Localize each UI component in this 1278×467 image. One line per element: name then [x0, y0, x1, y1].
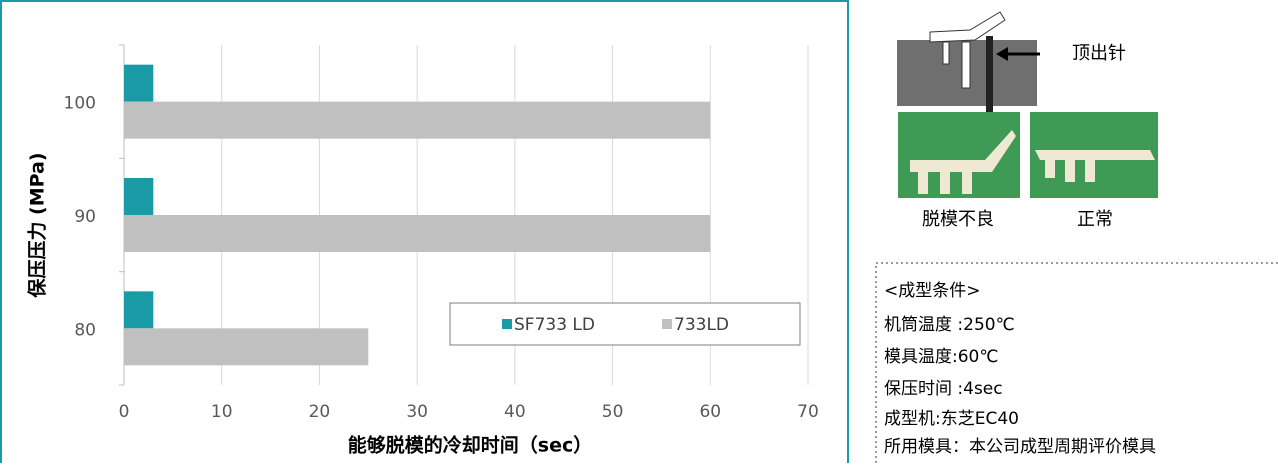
part-photo	[1035, 150, 1155, 160]
conditions-box	[875, 262, 1278, 467]
y-tick-label: 80	[74, 320, 96, 340]
bar	[124, 291, 154, 329]
condition-line: 成型机:东芝EC40	[884, 409, 1019, 429]
x-axis-title: 能够脱模的冷却时间（sec）	[348, 434, 592, 457]
legend-label: 733LD	[674, 315, 729, 335]
y-tick-label: 90	[74, 207, 96, 227]
ejector-pin	[986, 36, 993, 116]
y-tick-label: 100	[64, 94, 96, 114]
x-tick-label: 20	[309, 402, 331, 422]
x-tick-label: 30	[406, 402, 428, 422]
pin-label: 顶出针	[1072, 43, 1126, 64]
photo-label: 正常	[1077, 209, 1113, 230]
part-photo	[1085, 160, 1095, 182]
part-photo	[962, 172, 972, 194]
chart-frame	[0, 0, 849, 467]
x-tick-label: 50	[602, 402, 624, 422]
rib	[961, 41, 971, 89]
legend-swatch	[662, 319, 672, 329]
x-tick-label: 40	[504, 402, 526, 422]
bar	[124, 328, 369, 366]
conditions-title: <成型条件>	[884, 281, 981, 301]
bar	[124, 215, 711, 252]
ejector-diagram: 顶出针 脱模不良 正常	[897, 11, 1158, 230]
x-tick-label: 0	[119, 402, 130, 422]
part-photo	[1065, 160, 1075, 182]
condition-line: 保压时间 :4sec	[884, 379, 1003, 399]
bar	[124, 178, 154, 215]
bar	[124, 64, 154, 102]
condition-line: 所用模具：本公司成型周期评价模具	[884, 437, 1156, 457]
part-photo	[918, 172, 928, 194]
part-photo	[910, 130, 1016, 172]
legend-swatch	[502, 319, 512, 329]
arrow-head	[996, 47, 1008, 61]
photo-label: 脱模不良	[922, 209, 994, 230]
bar	[124, 101, 711, 139]
condition-line: 机筒温度 :250℃	[884, 315, 1015, 335]
part-photo	[1045, 160, 1055, 178]
y-axis-title: 保压压力 (MPa)	[26, 152, 49, 298]
condition-line: 模具温度:60℃	[884, 347, 998, 367]
part-shape	[929, 11, 1006, 43]
x-tick-label: 10	[211, 402, 233, 422]
rib	[942, 41, 950, 65]
x-tick-label: 70	[797, 402, 819, 422]
part-photo	[940, 172, 950, 194]
x-tick-label: 60	[699, 402, 721, 422]
legend-label: SF733 LD	[514, 315, 595, 335]
